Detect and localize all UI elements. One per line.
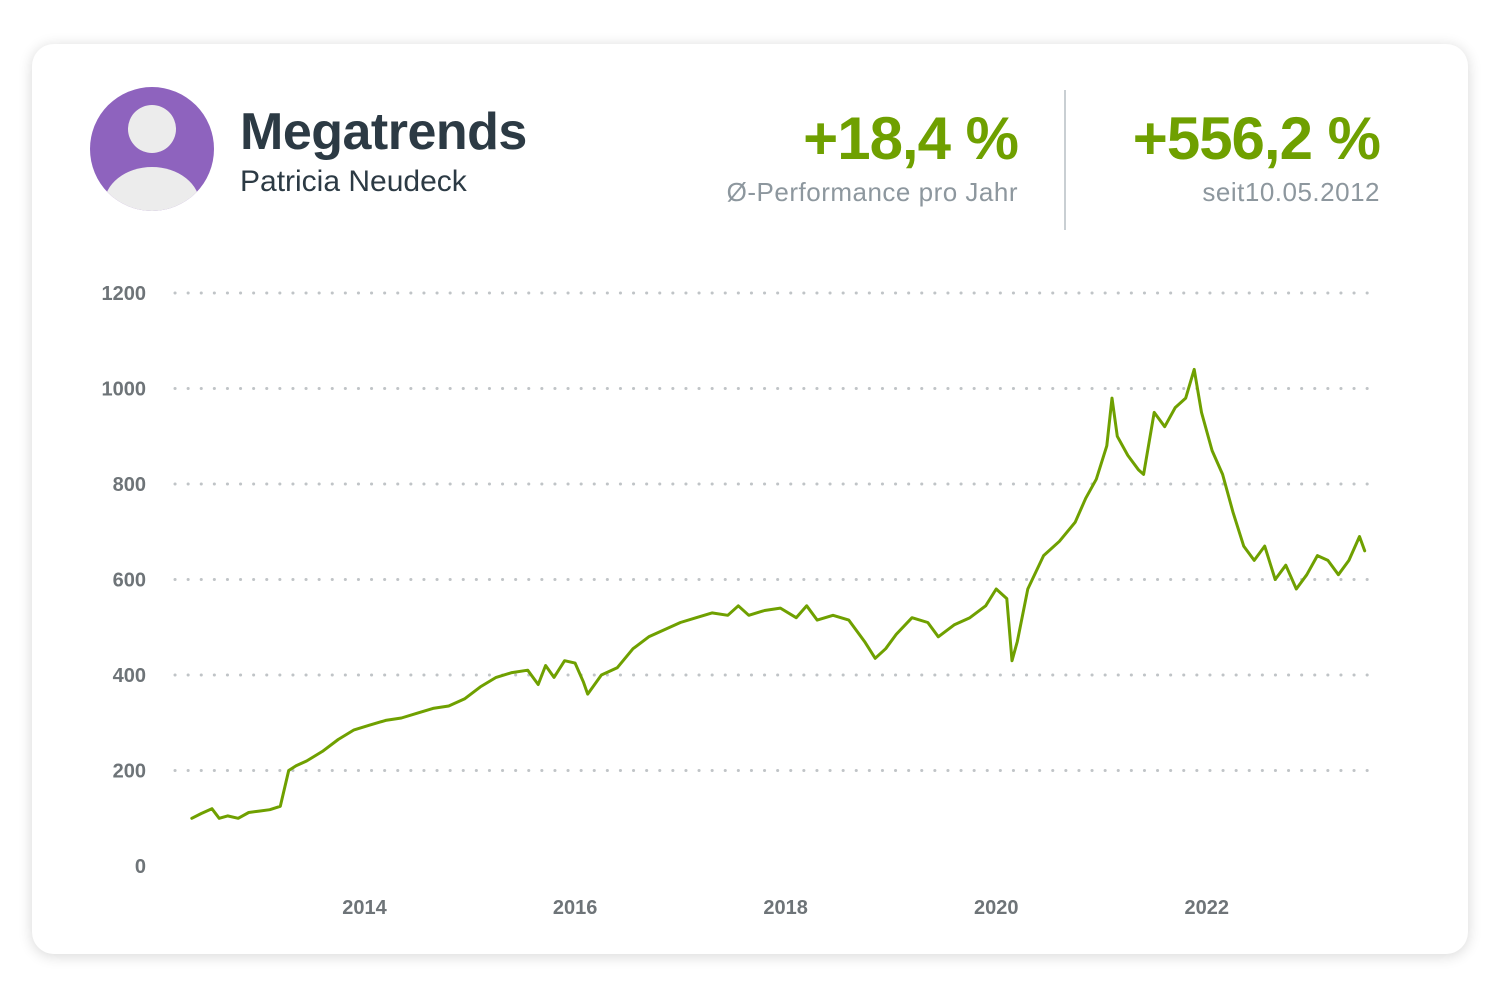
x-tick-label: 2020: [974, 897, 1019, 919]
y-tick-label: 600: [113, 570, 146, 592]
series-line-0: [190, 367, 1367, 820]
portfolio-owner: Patricia Neudeck: [240, 165, 467, 198]
kpi-total-performance: +556,2 % seit10.05.2012: [1132, 105, 1381, 208]
y-tick-label: 1000: [102, 379, 147, 401]
y-tick-label: 400: [113, 665, 146, 687]
y-axis-ticks: 0 200 400 600 800 1000 1200: [102, 283, 147, 878]
y-tick-label: 800: [113, 474, 146, 496]
kpi-total-performance-label: seit10.05.2012: [1202, 177, 1380, 207]
kpi-annual-performance-value: +18,4 %: [803, 105, 1019, 172]
x-tick-label: 2014: [342, 897, 387, 919]
y-tick-label: 200: [113, 761, 146, 783]
portfolio-title: Megatrends: [240, 103, 527, 161]
avatar-figure: [104, 105, 200, 211]
chart-series: [190, 367, 1367, 820]
performance-card: Megatrends Patricia Neudeck +18,4 % Ø-Pe…: [32, 44, 1468, 954]
user-avatar-icon: [90, 87, 214, 211]
x-axis-ticks: 2014 2016 2018 2020 2022: [342, 897, 1229, 919]
x-tick-label: 2018: [763, 897, 808, 919]
x-tick-label: 2022: [1185, 897, 1230, 919]
y-tick-label: 1200: [102, 283, 147, 305]
kpi-annual-performance-label: Ø-Performance pro Jahr: [726, 177, 1018, 207]
x-tick-label: 2016: [553, 897, 598, 919]
chart-grid: [173, 291, 1372, 772]
kpi-total-performance-value: +556,2 %: [1132, 105, 1381, 172]
kpi-annual-performance: +18,4 % Ø-Performance pro Jahr: [726, 105, 1019, 208]
kpi-divider: [1064, 90, 1066, 230]
y-tick-label: 0: [135, 856, 146, 878]
